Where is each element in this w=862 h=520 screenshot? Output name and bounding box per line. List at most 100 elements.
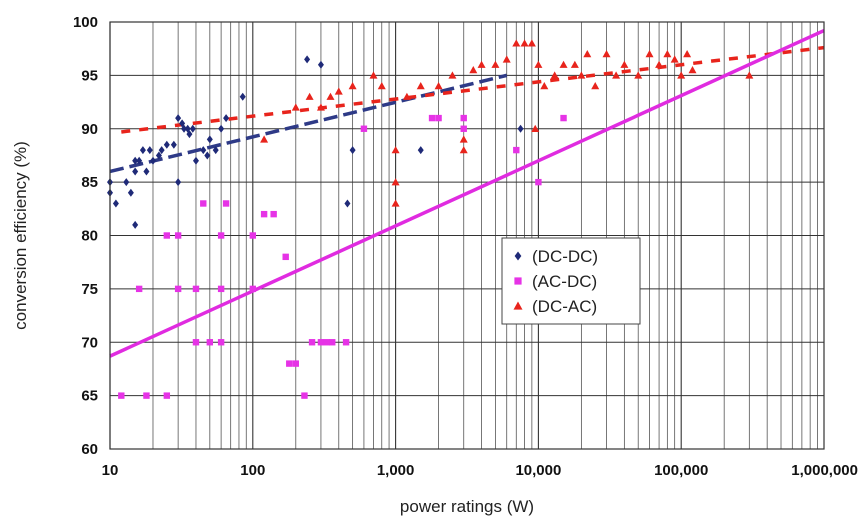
data-point: [329, 339, 336, 346]
data-point: [683, 50, 692, 58]
data-point: [316, 103, 325, 111]
data-point: [158, 146, 165, 155]
x-tick-labels: 10 100 1,000 10,000 100,000 1,000,000: [102, 462, 858, 479]
data-point: [460, 125, 467, 132]
data-point: [491, 60, 500, 68]
data-point: [143, 392, 150, 399]
data-point: [560, 114, 567, 122]
data-point: [249, 285, 256, 293]
data-point: [217, 339, 225, 346]
data-point: [620, 60, 629, 68]
data-point: [260, 210, 268, 218]
data-point: [459, 146, 468, 154]
legend-label: (DC-AC): [532, 297, 597, 316]
trendline-dashed: [109, 73, 508, 174]
data-point: [602, 50, 611, 58]
data-point: [645, 50, 654, 58]
data-point: [348, 82, 357, 90]
data-point: [270, 210, 277, 218]
data-point: [181, 124, 188, 133]
x-tick-label: 100: [240, 462, 265, 479]
data-point: [239, 92, 246, 101]
data-point: [217, 285, 225, 293]
data-point: [200, 146, 207, 155]
y-tick-label: 95: [81, 67, 98, 84]
data-point: [513, 146, 520, 154]
data-point: [149, 156, 156, 165]
data-point: [334, 87, 343, 95]
y-tick-label: 90: [81, 121, 98, 138]
legend-box: [501, 237, 641, 325]
data-point: [139, 146, 146, 155]
data-point: [249, 232, 256, 239]
x-axis-label: power ratings (W): [400, 497, 534, 516]
data-point: [163, 392, 171, 399]
data-point: [304, 55, 311, 64]
data-point: [634, 71, 643, 79]
data-point: [323, 339, 331, 346]
data-point: [132, 220, 139, 229]
x-tick-label: 10: [102, 462, 119, 479]
series-square: [118, 114, 567, 399]
data-point: [222, 200, 230, 207]
data-point: [174, 232, 182, 239]
data-point: [540, 82, 549, 90]
x-tick-label: 10,000: [515, 462, 561, 479]
data-point: [317, 339, 325, 346]
legend-marker: [513, 301, 523, 310]
legend-label: (AC-DC): [532, 272, 597, 291]
data-point: [663, 50, 672, 58]
data-point: [123, 178, 130, 187]
series-diamond: [107, 55, 524, 229]
data-point: [282, 253, 289, 261]
data-point: [212, 146, 219, 155]
data-point: [520, 39, 529, 47]
data-point: [469, 66, 478, 74]
data-point: [349, 146, 356, 155]
data-point: [435, 114, 442, 122]
data-point: [308, 339, 316, 346]
data-point: [434, 82, 443, 90]
data-point: [517, 124, 524, 133]
y-tick-label: 100: [73, 14, 98, 31]
legend-marker: [514, 251, 522, 261]
plot-frame: [109, 21, 825, 450]
data-point: [200, 200, 207, 207]
data-point: [416, 82, 425, 90]
data-point: [305, 92, 314, 100]
data-point: [670, 55, 679, 63]
data-point: [559, 60, 568, 68]
data-point: [460, 114, 467, 122]
data-point: [175, 114, 182, 123]
data-point: [192, 156, 199, 165]
data-point: [583, 50, 592, 58]
legend-marker: [514, 277, 522, 285]
data-point: [448, 71, 457, 79]
data-point: [360, 125, 368, 132]
trendlines: [109, 28, 825, 358]
data-point: [688, 66, 697, 74]
data-point: [132, 156, 139, 165]
data-point: [218, 124, 225, 133]
data-point: [155, 151, 162, 160]
data-point: [369, 71, 378, 79]
data-point: [655, 60, 664, 68]
data-point: [459, 135, 468, 143]
data-point: [192, 285, 200, 293]
y-tick-label: 70: [81, 334, 98, 351]
data-point: [745, 71, 754, 79]
data-point: [317, 60, 324, 69]
data-point: [217, 232, 225, 239]
data-point: [118, 392, 125, 399]
data-point: [291, 103, 300, 111]
data-point: [534, 60, 543, 68]
data-point: [112, 199, 119, 208]
data-point: [428, 114, 436, 122]
y-tick-label: 80: [81, 228, 98, 245]
data-point: [550, 71, 559, 79]
data-point: [417, 146, 424, 155]
y-tick-labels: 60 65 70 75 80 85 90 95 100: [73, 14, 98, 458]
data-point: [391, 199, 400, 207]
data-point: [531, 124, 540, 132]
